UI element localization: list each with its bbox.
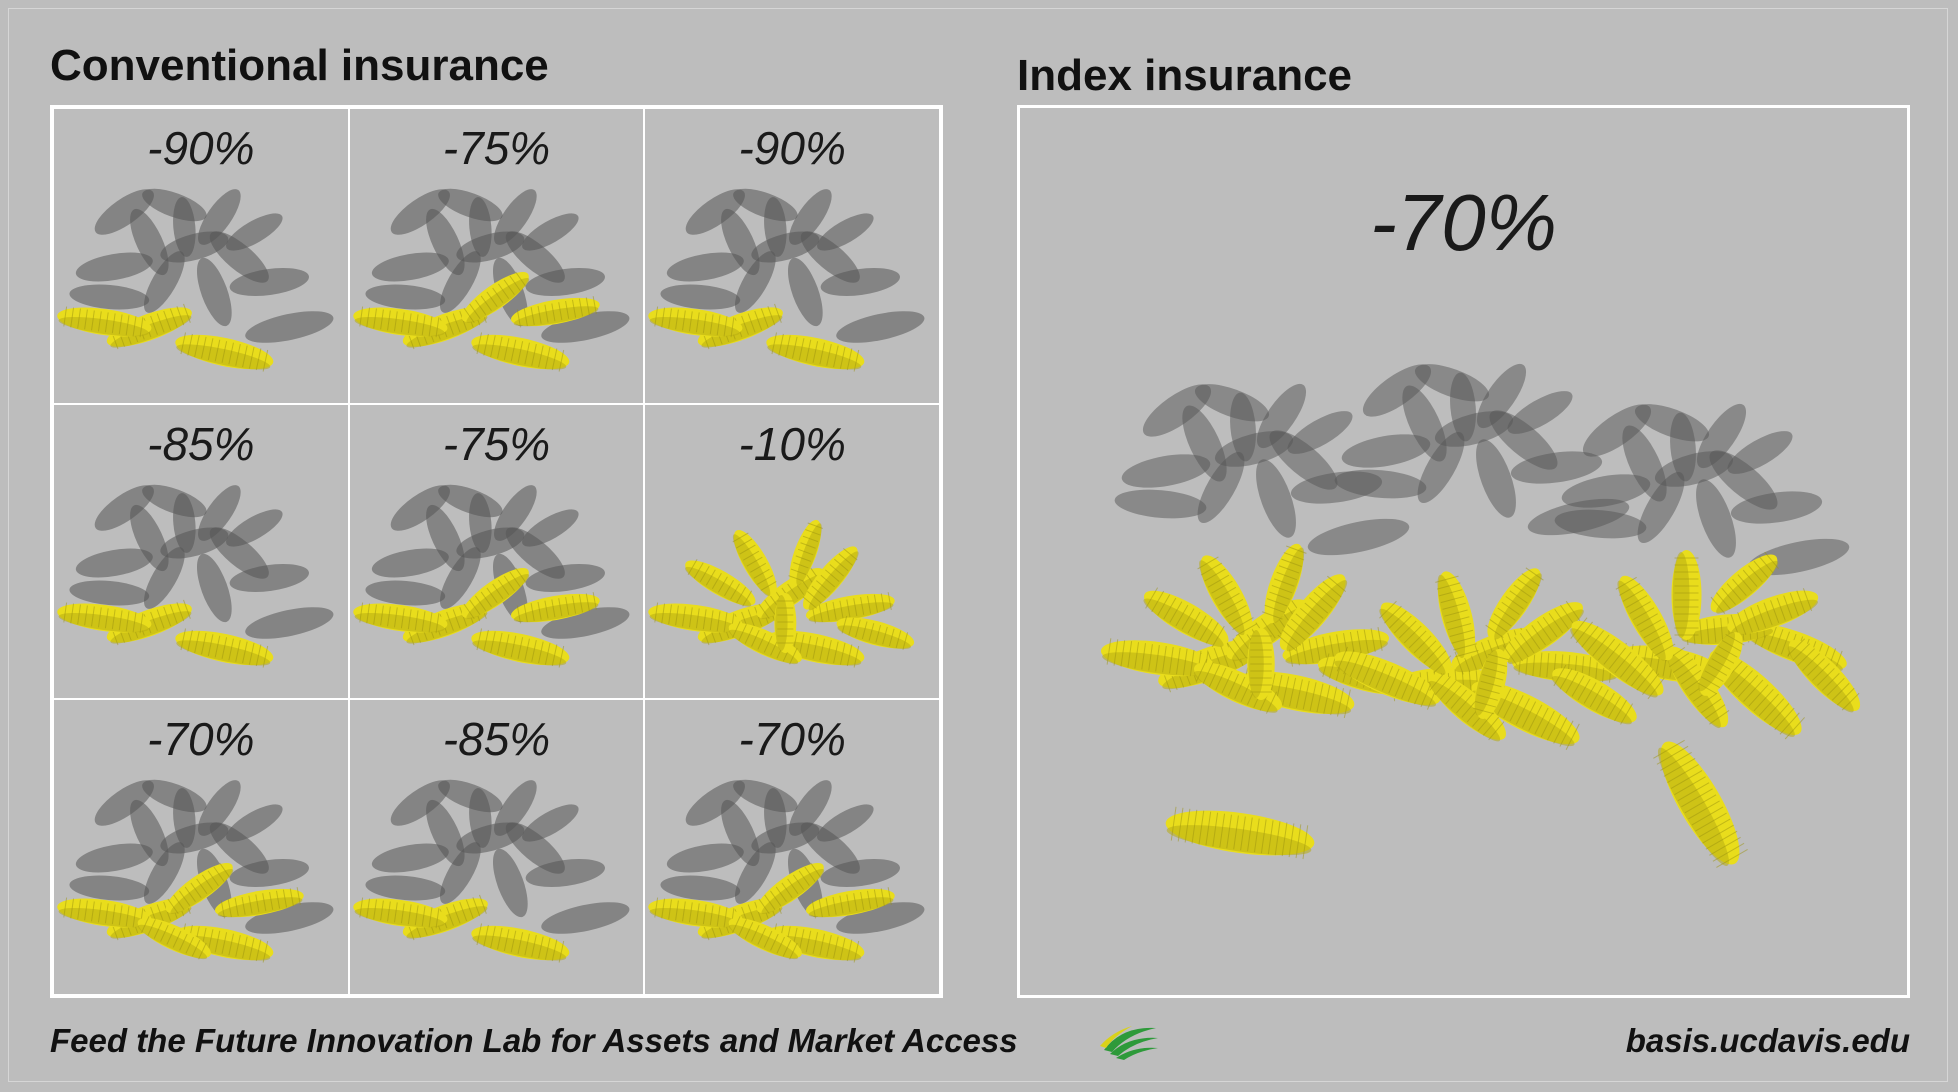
index-insurance-panel: -70% xyxy=(1017,105,1910,998)
footer-url: basis.ucdavis.edu xyxy=(1626,1024,1910,1057)
corn-pile xyxy=(54,778,348,988)
yellow-corn-cob-icon xyxy=(775,593,797,653)
gray-corn-cob-icon xyxy=(538,896,631,940)
farm-cell: -85% xyxy=(53,404,349,700)
index-insurance-title: Index insurance xyxy=(1017,54,1352,98)
yellow-corn-cob-icon xyxy=(1672,550,1702,640)
farm-cell: -90% xyxy=(53,108,349,404)
lab-logo-icon xyxy=(1098,1020,1160,1060)
farm-loss-label: -70% xyxy=(645,716,939,762)
corn-pile xyxy=(350,778,644,988)
index-loss-label: -70% xyxy=(1020,183,1907,263)
farm-loss-label: -70% xyxy=(54,716,348,762)
index-corn-pile xyxy=(1060,363,1870,883)
corn-pile xyxy=(350,187,644,397)
conventional-insurance-title: Conventional insurance xyxy=(50,44,549,88)
yellow-corn-cob-icon xyxy=(1247,628,1275,700)
farm-cell: -75% xyxy=(349,108,645,404)
corn-pile xyxy=(645,483,939,693)
farm-loss-label: -75% xyxy=(350,421,644,467)
farm-cell: -85% xyxy=(349,699,645,995)
farm-loss-label: -90% xyxy=(645,125,939,171)
yellow-corn-cob-icon xyxy=(1647,732,1753,874)
gray-corn-cob-icon xyxy=(243,305,336,349)
corn-pile xyxy=(645,778,939,988)
corn-pile xyxy=(350,483,644,693)
farm-loss-label: -10% xyxy=(645,421,939,467)
farm-loss-label: -75% xyxy=(350,125,644,171)
farm-cell: -75% xyxy=(349,404,645,700)
gray-corn-cob-icon xyxy=(1305,512,1412,563)
corn-pile xyxy=(54,483,348,693)
conventional-insurance-grid: -90% -75% -90% -85% -75% -10% -70% -85% … xyxy=(50,105,943,998)
farm-loss-label: -90% xyxy=(54,125,348,171)
gray-corn-cob-icon xyxy=(243,601,336,645)
yellow-corn-cob-icon xyxy=(1163,803,1317,863)
gray-corn-cob-icon xyxy=(1113,486,1207,522)
corn-pile xyxy=(54,187,348,397)
farm-loss-label: -85% xyxy=(54,421,348,467)
corn-pile xyxy=(645,187,939,397)
gray-corn-cob-icon xyxy=(834,305,927,349)
farm-cell: -70% xyxy=(644,699,940,995)
footer-organization: Feed the Future Innovation Lab for Asset… xyxy=(50,1024,1018,1057)
farm-cell: -10% xyxy=(644,404,940,700)
farm-cell: -70% xyxy=(53,699,349,995)
farm-cell: -90% xyxy=(644,108,940,404)
farm-loss-label: -85% xyxy=(350,716,644,762)
